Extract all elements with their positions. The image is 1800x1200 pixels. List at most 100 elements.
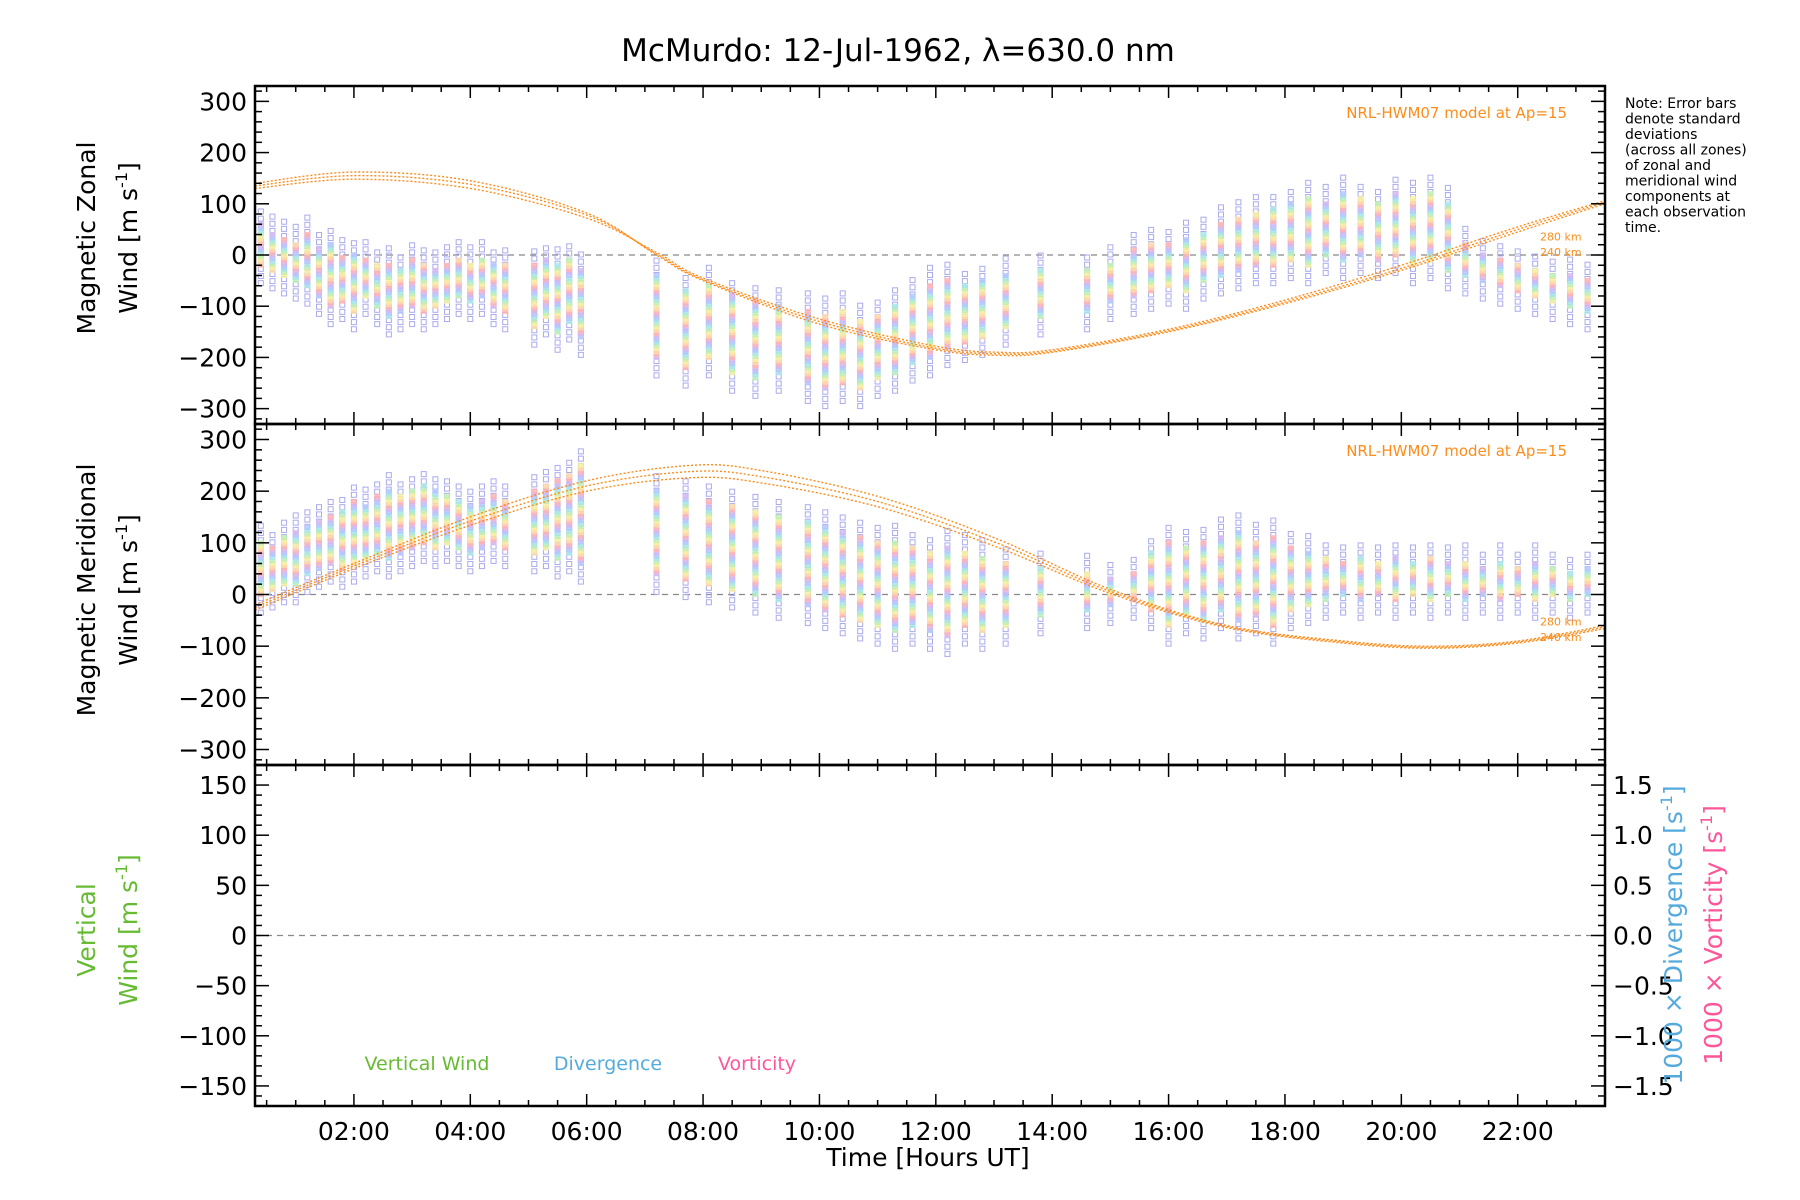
zonal-data-point bbox=[566, 294, 573, 300]
zonal-error-marker bbox=[385, 331, 392, 338]
meridional-error-marker bbox=[269, 532, 276, 539]
zonal-data-point bbox=[577, 304, 584, 310]
meridional-data-point bbox=[1392, 555, 1399, 561]
zonal-data-point bbox=[409, 294, 416, 300]
zonal-observation bbox=[961, 270, 968, 363]
meridional-error-marker bbox=[874, 532, 881, 539]
zonal-data-point bbox=[420, 275, 427, 281]
zonal-data-point bbox=[542, 279, 549, 285]
zonal-error-marker bbox=[653, 264, 660, 271]
meridional-error-marker bbox=[327, 578, 334, 585]
zonal-data-point bbox=[490, 262, 497, 268]
meridional-data-point bbox=[1409, 561, 1416, 566]
meridional-observation bbox=[1479, 551, 1486, 616]
zonal-error-marker bbox=[269, 285, 276, 292]
meridional-error-marker bbox=[1165, 524, 1172, 531]
zonal-data-point bbox=[397, 277, 404, 283]
meridional-error-marker bbox=[1322, 542, 1329, 549]
meridional-error-marker bbox=[1287, 617, 1294, 624]
zonal-error-marker bbox=[1514, 255, 1521, 262]
zonal-observation bbox=[775, 287, 782, 394]
zonal-data-point bbox=[455, 257, 462, 263]
zonal-data-point bbox=[554, 323, 561, 329]
meridional-error-marker bbox=[1235, 635, 1242, 642]
meridional-error-marker bbox=[874, 524, 881, 531]
zonal-data-point bbox=[374, 297, 381, 303]
zonal-data-point bbox=[432, 288, 439, 294]
meridional-error-marker bbox=[944, 650, 951, 657]
meridional-error-marker bbox=[339, 583, 346, 590]
zonal-data-point bbox=[531, 290, 538, 296]
meridional-error-marker bbox=[1305, 533, 1312, 540]
zonal-data-point bbox=[409, 300, 416, 306]
zonal-data-point bbox=[362, 257, 369, 263]
zonal-observation bbox=[1287, 189, 1294, 282]
meridional-error-marker bbox=[1305, 612, 1312, 619]
meridional-error-marker bbox=[327, 499, 334, 506]
zonal-data-point bbox=[432, 267, 439, 273]
meridional-error-marker bbox=[327, 506, 334, 513]
zonal-error-marker bbox=[1357, 262, 1364, 269]
zonal-data-point bbox=[490, 297, 497, 303]
zonal-data-point bbox=[432, 279, 439, 285]
meridional-data-point bbox=[1165, 540, 1172, 546]
meridional-error-marker bbox=[1130, 607, 1137, 614]
zonal-ytick-label: 100 bbox=[199, 190, 247, 219]
meridional-error-marker bbox=[339, 504, 346, 511]
zonal-error-marker bbox=[577, 258, 584, 265]
zonal-data-point bbox=[327, 294, 334, 300]
zonal-data-point bbox=[577, 286, 584, 292]
zonal-data-point bbox=[490, 281, 497, 287]
meridional-observation bbox=[1130, 556, 1137, 621]
meridional-error-marker bbox=[892, 638, 899, 645]
zonal-data-point bbox=[554, 326, 561, 332]
meridional-error-marker bbox=[374, 561, 381, 568]
meridional-error-marker bbox=[822, 509, 829, 516]
zonal-data-point bbox=[292, 269, 299, 275]
zonal-data-point bbox=[432, 291, 439, 297]
meridional-data-point bbox=[478, 499, 485, 504]
zonal-error-marker bbox=[577, 351, 584, 358]
zonal-error-marker bbox=[339, 244, 346, 251]
zonal-error-marker bbox=[1479, 288, 1486, 295]
zonal-data-point bbox=[327, 242, 334, 248]
meridional-data-point bbox=[729, 504, 736, 510]
zonal-error-marker bbox=[1002, 341, 1009, 348]
zonal-data-point bbox=[350, 305, 357, 311]
meridional-observation bbox=[1037, 550, 1044, 637]
meridional-data-point bbox=[857, 535, 864, 541]
zonal-data-point bbox=[478, 257, 485, 263]
meridional-error-marker bbox=[1357, 614, 1364, 621]
zonal-error-marker bbox=[961, 278, 968, 285]
zonal-data-point bbox=[316, 271, 323, 277]
zonal-error-marker bbox=[1037, 324, 1044, 331]
zonal-data-point bbox=[566, 316, 573, 322]
meridional-error-marker bbox=[961, 539, 968, 546]
meridional-data-point bbox=[944, 545, 951, 551]
zonal-data-point bbox=[478, 290, 485, 296]
zonal-data-point bbox=[374, 291, 381, 297]
zonal-data-point bbox=[350, 277, 357, 283]
zonal-data-point bbox=[362, 263, 369, 269]
meridional-error-marker bbox=[531, 568, 538, 575]
zonal-data-point bbox=[554, 305, 561, 311]
meridional-observation bbox=[542, 469, 549, 570]
zonal-data-point bbox=[257, 224, 264, 230]
zonal-error-marker bbox=[1409, 280, 1416, 287]
zonal-data-point bbox=[316, 278, 323, 284]
zonal-error-marker bbox=[892, 294, 899, 301]
zonal-error-marker bbox=[1287, 189, 1294, 196]
zonal-data-point bbox=[327, 276, 334, 282]
zonal-observation bbox=[1549, 258, 1556, 323]
zonal-error-marker bbox=[1427, 267, 1434, 274]
zonal-data-point bbox=[455, 287, 462, 293]
zonal-data-point bbox=[566, 279, 573, 285]
zonal-error-marker bbox=[269, 220, 276, 227]
meridional-error-marker bbox=[281, 519, 288, 526]
meridional-data-point bbox=[839, 530, 846, 535]
zonal-data-point bbox=[350, 299, 357, 305]
zonal-error-marker bbox=[892, 380, 899, 387]
zonal-error-marker bbox=[478, 239, 485, 246]
meridional-error-marker bbox=[1217, 516, 1224, 523]
